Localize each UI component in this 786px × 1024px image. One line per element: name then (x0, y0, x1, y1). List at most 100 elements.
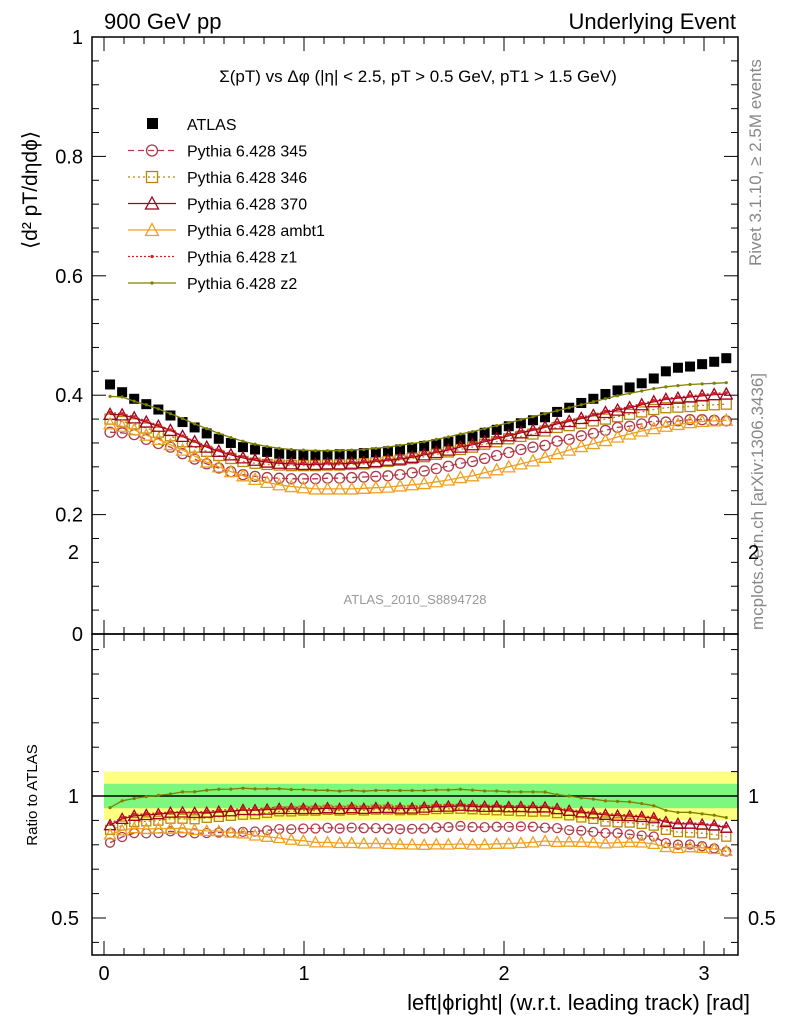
main-panel (102, 353, 734, 495)
pythia-6-428-z1-point (652, 398, 656, 403)
atlas-data-point (672, 362, 683, 373)
pythia-6-428-ambt1-ratio-point (260, 829, 274, 842)
atlas-data-point (467, 431, 478, 442)
pythia-6-428-346-point (309, 459, 322, 472)
pythia-6-428-z1-ratio-point (700, 821, 704, 826)
pythia-6-428-z1-point (688, 394, 692, 398)
pythia-6-428-z2-point (640, 389, 644, 393)
pythia-6-428-z2-point (325, 449, 330, 453)
legend-marker-atlas (147, 118, 158, 129)
pythia-6-428-ambt1-ratio-point (139, 822, 153, 835)
pythia-6-428-345-point (503, 446, 515, 459)
pythia-6-428-346-point (321, 459, 334, 471)
pythia-6-428-z1-point (543, 424, 547, 428)
pythia-6-428-346-point (382, 455, 394, 468)
pythia-6-428-370-ratio-point (357, 802, 371, 815)
pythia-6-428-z1-ratio-point (688, 821, 692, 825)
pythia-6-428-370-point (417, 447, 432, 461)
pythia-6-428-345-ratio-point (684, 839, 696, 850)
atlas-data-point (455, 434, 466, 445)
pythia-6-428-ambt1-point (380, 479, 396, 493)
pythia-6-428-ambt1-point (247, 472, 263, 486)
pythia-6-428-z2-ratio-point (374, 788, 378, 792)
pythia-6-428-ambt1-ratio-point (127, 821, 141, 834)
pythia-6-428-346-point (418, 451, 430, 463)
pythia-6-428-z2-ratio-point (676, 810, 680, 815)
pythia-6-428-370-ratio-point (490, 799, 504, 812)
pythia-6-428-ambt1-ratio-point (610, 835, 625, 848)
pythia-6-428-ambt1-point (598, 433, 613, 447)
pythia-6-428-z1-point (398, 456, 402, 460)
pythia-6-428-z1-point (313, 461, 318, 465)
pythia-6-428-z1-ratio-point (277, 805, 281, 809)
pythia-6-428-z1-point (567, 418, 571, 422)
pythia-6-428-370-point (405, 449, 420, 463)
pythia-6-428-ambt1-point (284, 479, 299, 493)
pythia-6-428-z2-ratio-point (265, 787, 269, 791)
pythia-6-428-345-ratio-point (467, 821, 478, 833)
pythia-6-428-z2-ratio-point (688, 810, 692, 814)
pythia-6-428-z1-ratio-point (229, 808, 233, 812)
pythia-6-428-z2-ratio-point (458, 787, 463, 791)
pythia-6-428-346-point (648, 403, 660, 416)
pythia-6-428-346-point (636, 406, 648, 418)
pythia-6-428-z2-point (362, 447, 366, 452)
atlas-data-point (346, 449, 357, 460)
atlas-data-point (709, 356, 720, 367)
atlas-data-point (129, 393, 140, 404)
ratio-y-tick-label-right: 0.5 (748, 908, 776, 930)
pythia-6-428-z2-ratio-point (108, 806, 112, 810)
pythia-6-428-z2-ratio-point (168, 792, 173, 796)
legend-marker-pythia-6-428-z1 (150, 254, 154, 259)
pythia-6-428-370-ratio-point (417, 800, 431, 813)
pythia-6-428-z2-point (567, 406, 571, 410)
pythia-6-428-z2-point (338, 449, 342, 453)
pythia-6-428-z1-point (470, 441, 475, 446)
pythia-6-428-z2-point (374, 446, 378, 450)
pythia-6-428-345-ratio-point (515, 821, 527, 832)
pythia-6-428-ambt1-point (175, 442, 190, 456)
pythia-6-428-z2-point (386, 445, 390, 449)
pythia-6-428-370-point (634, 397, 649, 411)
ratio-y-tick-label: 2 (68, 542, 79, 564)
pythia-6-428-345-point (672, 415, 684, 427)
pythia-6-428-z2-ratio-point (422, 788, 426, 793)
legend-marker-pythia-6-428-345 (145, 144, 159, 157)
pythia-6-428-370-ratio-point (671, 817, 685, 830)
pythia-6-428-ambt1-ratio-point (296, 833, 310, 846)
pythia-6-428-z2-point (483, 427, 487, 431)
pythia-6-428-370-ratio-point (224, 804, 238, 817)
pythia-6-428-ambt1-ratio-point (103, 827, 117, 840)
legend-marker-pythia-6-428-ambt1 (144, 222, 160, 237)
atlas-data-point (576, 397, 587, 408)
pythia-6-428-370-point (102, 406, 118, 420)
pythia-6-428-ambt1-point (405, 477, 420, 491)
pythia-6-428-345-ratio-point (539, 822, 551, 833)
pythia-6-428-ambt1-ratio-point (115, 823, 129, 836)
atlas-data-point (298, 449, 309, 460)
pythia-6-428-z2-ratio-point (277, 787, 281, 791)
pythia-6-428-z2-ratio-point (120, 799, 124, 803)
pythia-6-428-345-point (213, 462, 225, 474)
y-tick-label: 0.6 (55, 266, 83, 288)
pythia-6-428-370-ratio-point (212, 804, 226, 817)
y-tick-label: 0.2 (55, 505, 83, 527)
pythia-6-428-370-point (537, 420, 553, 434)
pythia-6-428-ambt1-point (610, 429, 625, 443)
pythia-6-428-370-ratio-point (441, 799, 455, 812)
pythia-6-428-z1-point (120, 412, 124, 416)
pythia-6-428-ambt1-ratio-point (175, 821, 190, 834)
pythia-6-428-ambt1-ratio-point (707, 842, 721, 855)
pythia-6-428-345-point (491, 449, 503, 462)
pythia-6-428-ambt1-ratio-point (381, 836, 395, 849)
pythia-6-428-ambt1-ratio-point (236, 826, 250, 839)
pythia-6-428-z1-point (483, 438, 487, 443)
pythia-6-428-ambt1-point (465, 468, 480, 482)
pythia-6-428-z2-ratio-point (229, 787, 233, 791)
pythia-6-428-ambt1-point (392, 478, 408, 492)
pythia-6-428-370-ratio-point (333, 802, 347, 815)
pythia-6-428-ambt1-ratio-point (465, 837, 480, 850)
pythia-6-428-z1-point (422, 452, 426, 456)
pythia-6-428-370-point (175, 429, 190, 443)
atlas-data-point (310, 449, 321, 460)
